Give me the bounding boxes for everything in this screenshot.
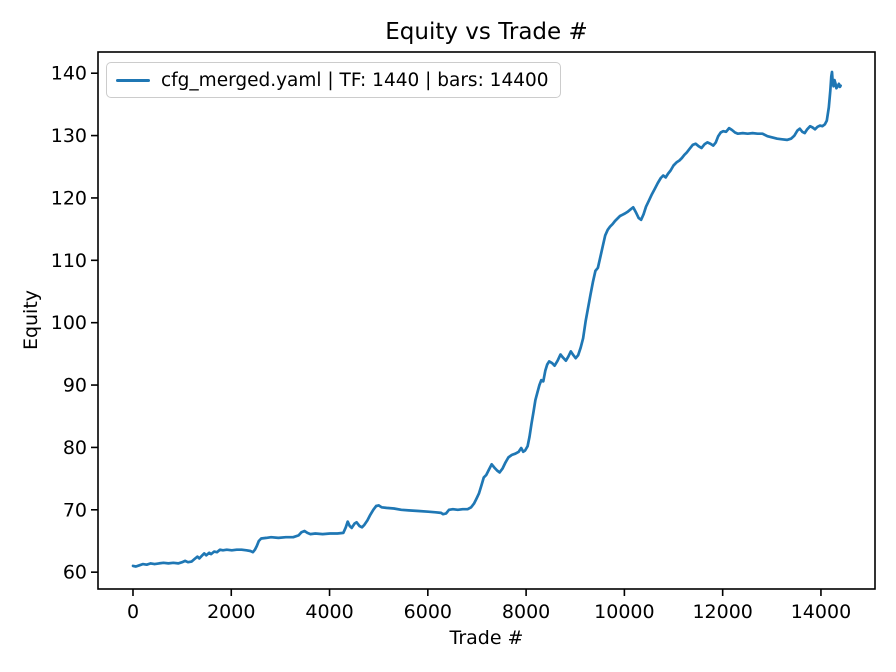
y-tick-label: 100: [51, 312, 87, 334]
x-tick-label: 4000: [305, 601, 353, 623]
y-tick-label: 80: [63, 437, 87, 459]
x-tick-label: 8000: [502, 601, 550, 623]
legend: cfg_merged.yaml | TF: 1440 | bars: 14400: [106, 62, 561, 98]
legend-line-swatch: [116, 78, 150, 82]
chart-title: Equity vs Trade #: [385, 19, 588, 45]
y-tick-label: 120: [51, 187, 87, 209]
y-tick-label: 60: [63, 562, 87, 584]
x-tick-label: 10000: [594, 601, 654, 623]
x-tick-label: 14000: [791, 601, 851, 623]
x-tick-label: 6000: [404, 601, 452, 623]
x-tick-label: 2000: [207, 601, 255, 623]
y-tick-label: 130: [51, 125, 87, 147]
axes-spines: [97, 51, 876, 590]
y-tick-label: 90: [63, 375, 87, 397]
legend-label: cfg_merged.yaml | TF: 1440 | bars: 14400: [161, 69, 549, 91]
equity-curve-line: [131, 70, 842, 568]
x-axis-label: Trade #: [449, 627, 524, 649]
x-tick-label: 0: [127, 601, 139, 623]
y-axis-label: Equity: [20, 289, 42, 351]
y-tick-label: 140: [51, 63, 87, 85]
x-tick-label: 12000: [692, 601, 752, 623]
y-tick-label: 110: [51, 250, 87, 272]
y-tick-label: 70: [63, 499, 87, 521]
